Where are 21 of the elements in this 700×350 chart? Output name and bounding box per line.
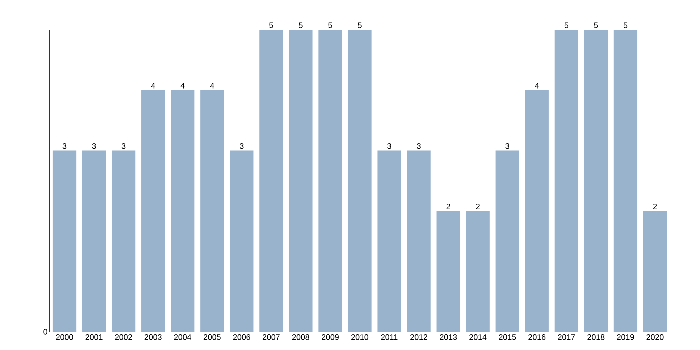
bar xyxy=(525,90,549,332)
bar xyxy=(436,211,460,332)
bar xyxy=(496,150,520,332)
bar xyxy=(200,90,224,332)
bar xyxy=(260,30,284,332)
bar xyxy=(112,150,136,332)
bar xyxy=(289,30,313,332)
bar xyxy=(643,211,668,332)
bar xyxy=(142,90,166,332)
bar xyxy=(584,30,608,332)
bar xyxy=(407,150,431,332)
bar xyxy=(318,30,342,332)
bar xyxy=(230,150,254,332)
bar xyxy=(52,150,77,332)
bar xyxy=(171,90,195,332)
bar xyxy=(378,150,402,332)
bar xyxy=(554,30,578,332)
bar xyxy=(614,30,638,332)
bar xyxy=(348,30,372,332)
bar xyxy=(82,150,106,332)
bar xyxy=(466,211,490,332)
